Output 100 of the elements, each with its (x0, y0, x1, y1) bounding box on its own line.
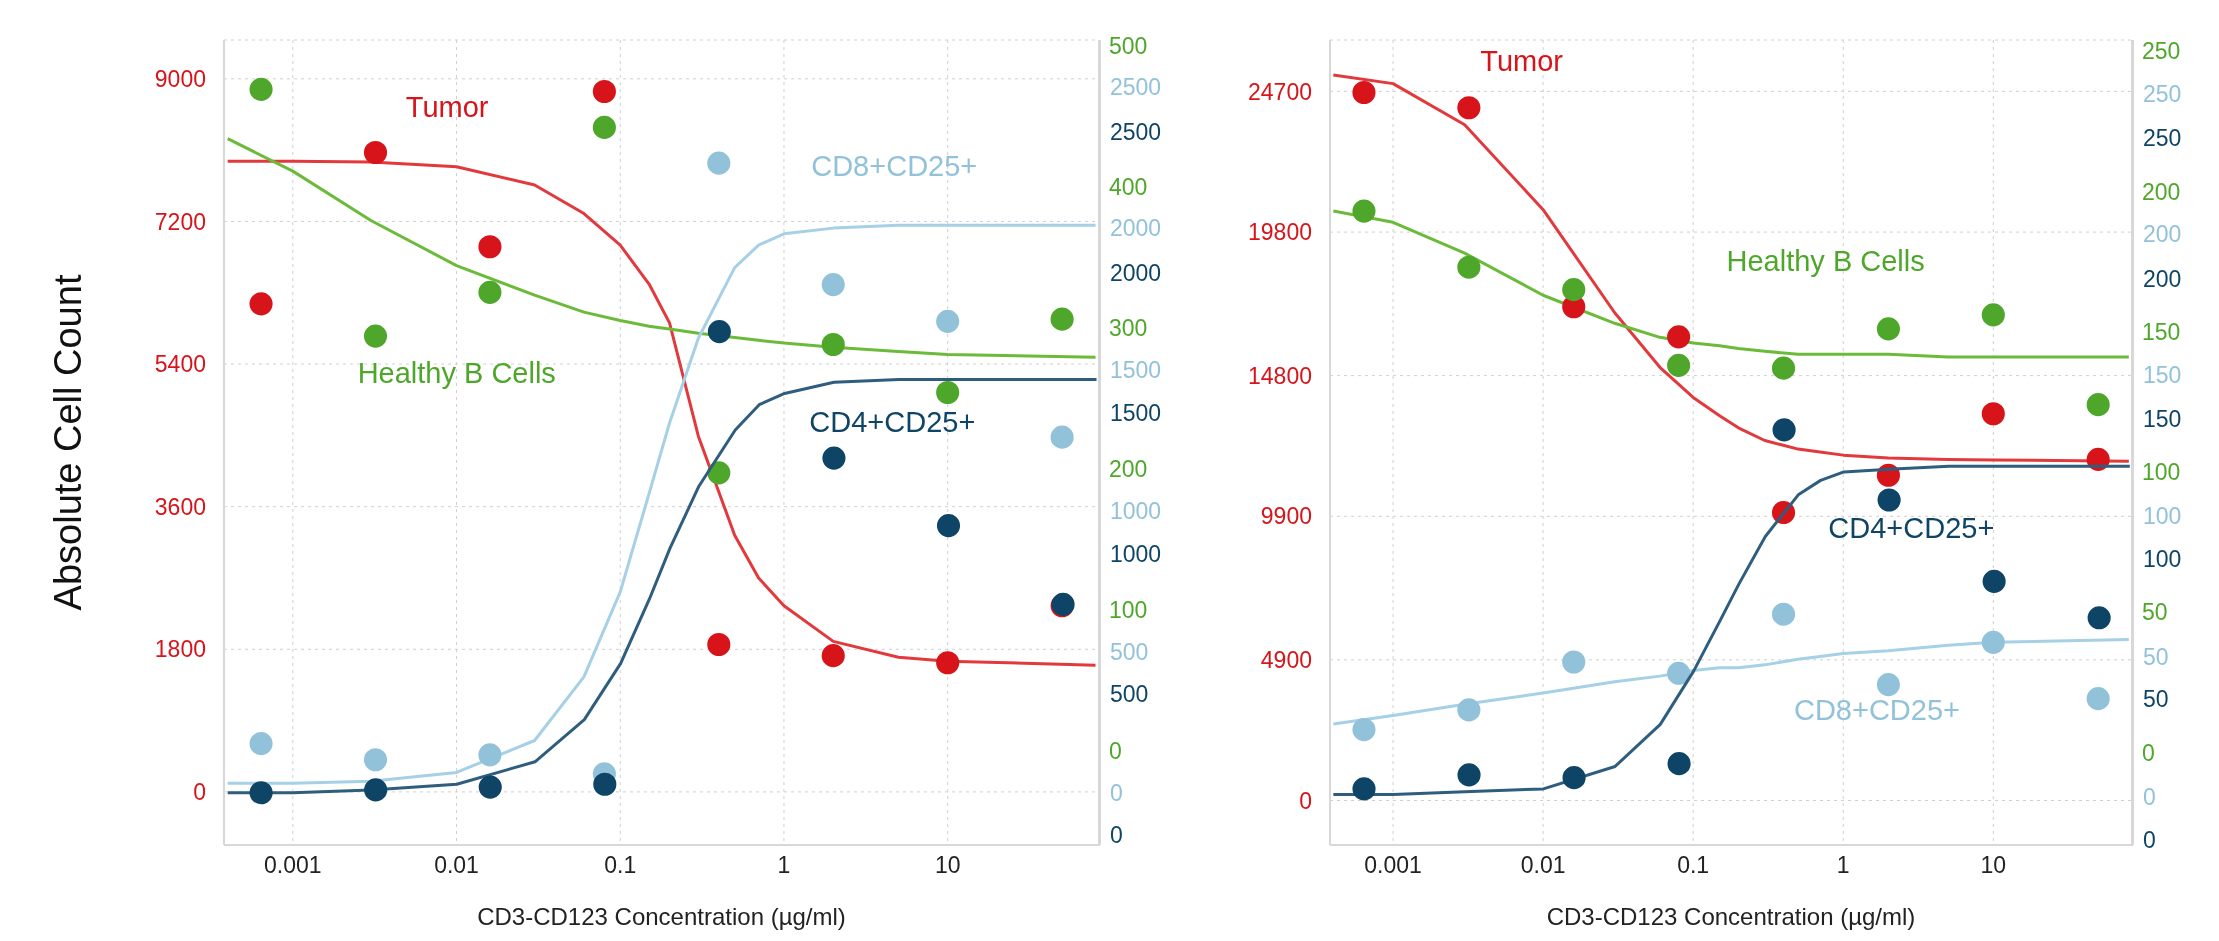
point (592, 79, 616, 104)
point (249, 781, 273, 805)
point (707, 461, 731, 485)
x-tick-label: 10 (934, 852, 961, 879)
point (821, 644, 845, 668)
y-tick-label: 2500 (1110, 119, 1162, 146)
series-label: CD4+CD25+ (809, 405, 976, 439)
point (936, 514, 961, 538)
point (249, 732, 273, 756)
point (363, 140, 388, 165)
y-tick-label: 9000 (154, 65, 206, 92)
y-tick-label: 200 (2143, 265, 2182, 292)
series-label: Tumor (405, 90, 489, 124)
y-tick-label: 50 (2143, 686, 2169, 713)
y-tick-label: 1500 (1110, 400, 1162, 427)
text: CD8+CD25+ (811, 149, 978, 183)
point (1457, 96, 1481, 120)
x-tick-label: 0.1 (1677, 852, 1710, 879)
series-label: Healthy B Cells (1726, 244, 1925, 278)
point (1352, 718, 1376, 742)
point (1876, 673, 1900, 697)
x-axis-title: CD3-CD123 Concentration (µg/ml) (477, 903, 846, 930)
y-tick-label: 0 (1299, 787, 1312, 814)
series-label: Healthy B Cells (357, 356, 556, 390)
point (1457, 255, 1481, 279)
point (2086, 393, 2110, 417)
point (936, 309, 960, 333)
y2-tick-label: 400 (1109, 173, 1148, 200)
point (1981, 303, 2005, 327)
x-tick-label: 0.01 (434, 852, 479, 879)
y-tick-label: 19800 (1248, 219, 1312, 246)
point (1457, 698, 1481, 722)
point (249, 292, 273, 316)
point (1562, 650, 1586, 674)
series-label: CD4+CD25+ (1828, 511, 1995, 545)
y-tick-label: 9900 (1260, 503, 1312, 530)
point (1667, 353, 1691, 377)
point (822, 446, 846, 470)
x-tick-label: 1 (777, 852, 791, 879)
point (1667, 325, 1691, 349)
y2-tick-label: 300 (1109, 314, 1148, 341)
y-axis-title: Absolute Cell Count (47, 274, 90, 611)
y-tick-label: 2000 (1110, 259, 1162, 286)
y-tick-label: 150 (2143, 405, 2182, 432)
point (936, 651, 960, 675)
x-tick-label: 0.001 (1364, 852, 1422, 879)
series-label: CD8+CD25+ (1793, 693, 1960, 727)
y-tick-label: 100 (2143, 546, 2182, 573)
point (593, 772, 617, 796)
x-tick-label: 10 (1980, 852, 2007, 879)
point (249, 77, 273, 101)
point (1771, 602, 1796, 626)
point (1050, 307, 1074, 331)
y-tick-label: 5400 (154, 351, 206, 378)
point (363, 324, 388, 348)
y-tick-label: 0 (2143, 826, 2156, 853)
point (936, 380, 960, 404)
point (1352, 81, 1376, 105)
y-tick-label: 0 (193, 779, 206, 806)
point (1562, 278, 1586, 302)
point (1772, 418, 1796, 442)
point (592, 115, 616, 139)
point (1982, 569, 2006, 593)
point (821, 332, 845, 357)
point (1562, 766, 1586, 790)
x-tick-label: 1 (1836, 852, 1850, 879)
x-axis-title: CD3-CD123 Concentration (µg/ml) (1546, 903, 1916, 930)
point (707, 320, 731, 344)
point (1667, 661, 1691, 685)
point (1352, 199, 1376, 223)
x-tick-label: 0.1 (604, 852, 637, 879)
y-tick-label: 7200 (154, 208, 206, 235)
point (1876, 317, 1900, 341)
point (1667, 752, 1691, 776)
y-tick-label: 24700 (1248, 78, 1312, 105)
point (478, 280, 502, 304)
y-tick-label: 0 (1110, 822, 1123, 849)
point (478, 235, 502, 259)
point (1981, 630, 2005, 654)
point (478, 775, 502, 799)
x-tick-label: 0.01 (1520, 852, 1566, 879)
point (821, 273, 845, 297)
point (364, 778, 388, 802)
point (1981, 402, 2005, 426)
y-tick-label: 500 (1110, 681, 1149, 708)
y-tick-label: 3600 (154, 493, 206, 520)
point (1457, 763, 1481, 787)
point (1877, 488, 1901, 512)
y-tick-label: 4900 (1260, 646, 1312, 673)
point (1050, 425, 1074, 449)
point (2086, 687, 2110, 711)
y-tick-label: 250 (2143, 125, 2182, 152)
point (1771, 356, 1796, 380)
x-tick-label: 0.001 (264, 852, 322, 879)
y-tick-label: 1000 (1110, 540, 1162, 567)
y-tick-label: 14800 (1248, 362, 1312, 389)
y-tick-label: 1800 (154, 636, 206, 663)
point (707, 151, 731, 175)
point (1352, 777, 1376, 801)
point (707, 633, 731, 657)
